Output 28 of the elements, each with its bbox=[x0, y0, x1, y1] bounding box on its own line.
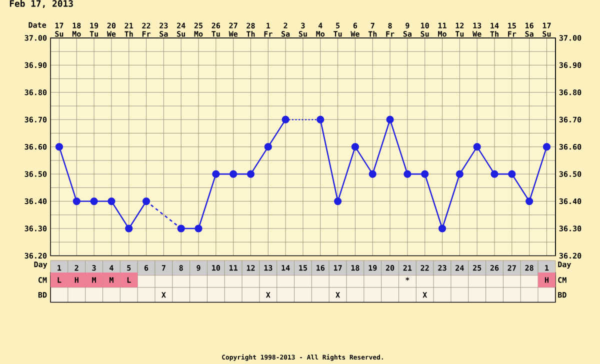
point bbox=[108, 197, 116, 206]
point bbox=[282, 116, 290, 124]
point bbox=[90, 197, 98, 206]
point bbox=[55, 142, 64, 151]
point bbox=[542, 142, 551, 151]
point bbox=[142, 197, 150, 206]
point bbox=[508, 170, 516, 178]
point bbox=[194, 224, 202, 232]
point bbox=[230, 170, 238, 178]
point bbox=[438, 224, 446, 232]
point bbox=[246, 170, 255, 178]
point bbox=[404, 170, 412, 178]
point bbox=[368, 170, 376, 178]
point bbox=[490, 170, 498, 178]
point bbox=[473, 142, 481, 151]
point bbox=[177, 224, 185, 232]
point bbox=[456, 170, 464, 178]
point bbox=[386, 116, 394, 124]
point bbox=[421, 170, 429, 178]
point bbox=[72, 197, 80, 206]
point bbox=[316, 116, 324, 124]
point bbox=[264, 142, 272, 151]
point bbox=[212, 170, 220, 178]
point bbox=[526, 197, 534, 206]
chart-title: Feb 17, 2013 bbox=[10, 0, 73, 8]
point bbox=[125, 224, 133, 232]
point bbox=[334, 197, 342, 206]
point bbox=[351, 142, 360, 151]
